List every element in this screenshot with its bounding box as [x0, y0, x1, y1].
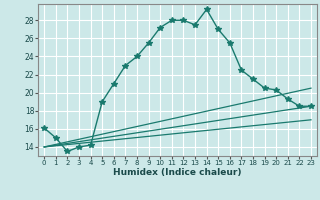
X-axis label: Humidex (Indice chaleur): Humidex (Indice chaleur) [113, 168, 242, 177]
